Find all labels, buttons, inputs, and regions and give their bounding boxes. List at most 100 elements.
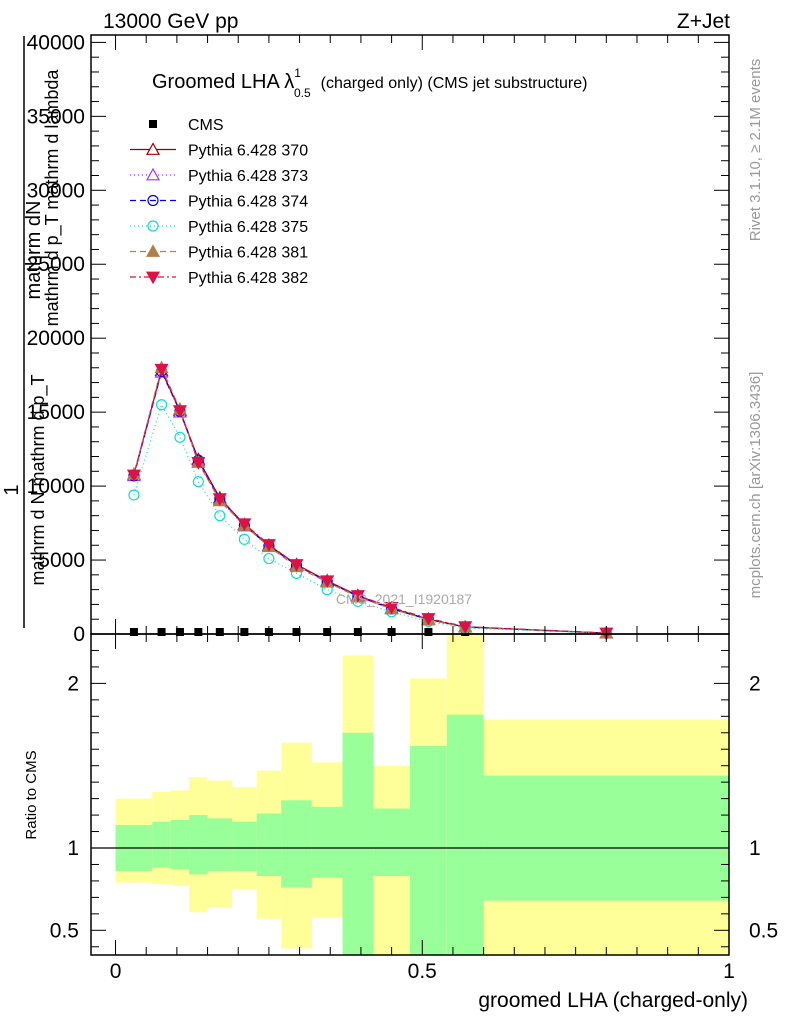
analysis-watermark: CMS_2021_I1920187 [336,591,472,607]
y-label-top-numerator: mathrm dN [23,201,45,300]
series-line [133,367,607,634]
ratio-y-tick-label: 2 [67,672,79,695]
plot-title: Groomed LHA λ1 0.5 (charged only) (CMS jet… [152,66,587,100]
ratio-band-inner [207,818,233,872]
data-point [323,628,332,636]
series-cms [129,628,611,636]
ratio-band-inner [410,745,447,955]
axes: 0 5000 10000 15000 20000 25000 30000 35000 40000… [27,31,779,983]
data-point [261,539,276,552]
data-point [215,628,224,636]
y-tick-label: 10000 [27,475,85,498]
ratio-band-inner [483,775,729,901]
legend-label: Pythia 6.428 370 [188,143,308,160]
ratio-band-inner [446,714,484,955]
data-point [214,510,226,522]
ratio-band-inner [152,821,171,868]
legend-marker [149,120,157,128]
data-point [157,628,166,636]
y-label-top-denominator: mathrm d p_T mathrm d lambda [42,69,63,327]
legend-marker [145,167,161,181]
series-line [133,365,607,634]
series-line [133,403,607,634]
plot-title-sup: 1 [294,66,301,80]
y-tick-label: 0 [73,623,85,646]
svg-text:mathrm d N mathrm d p_T: mathrm d N mathrm d p_T [28,374,49,585]
legend-marker [147,220,159,232]
legend-marker [145,244,161,257]
ratio-band-inner [311,806,343,878]
data-point [155,399,168,411]
data-point [191,457,206,470]
y-tick-label: 35000 [27,105,85,128]
ratio-band-inner [281,800,312,888]
svg-text:mcplots.cern.ch [arXiv:1306.34: mcplots.cern.ch [arXiv:1306.3436] [747,372,764,599]
mcplots-label: mcplots.cern.ch [arXiv:1306.3436] [747,372,764,599]
data-point [212,493,227,506]
ratio-y-tick-label-right: 2 [749,672,761,695]
legend-entry: CMS [149,117,224,134]
ratio-band-inner [232,821,257,872]
rivet-label: Rivet 3.1.10, ≥ 2.1M events [747,59,764,242]
header-left: 13000 GeV pp [103,10,238,33]
x-tick-label: 0 [110,960,122,983]
legend-label: Pythia 6.428 373 [188,168,308,185]
plot-title-main: Groomed LHA λ [152,71,294,93]
data-point [458,621,473,634]
data-point [384,601,399,615]
data-point [421,613,436,626]
legend-entry: Pythia 6.428 375 [130,219,308,236]
header-right: Z+Jet [677,10,730,33]
legend-label: Pythia 6.428 381 [188,245,308,262]
x-axis-label: groomed LHA (charged-only) [478,989,748,1012]
legend-label: Pythia 6.428 374 [188,194,308,211]
data-point [154,363,169,377]
data-point [353,628,362,636]
ratio-band-inner [373,808,410,876]
svg-text:1: 1 [1,484,23,495]
data-point [129,628,138,636]
svg-text:Ratio to CMS: Ratio to CMS [23,750,40,839]
y-tick-label: 30000 [27,179,85,202]
series-pythia-6-428-382 [126,363,614,641]
data-point [350,590,365,603]
legend-marker [145,271,161,285]
legend-entry: Pythia 6.428 382 [130,270,308,287]
ratio-bands [91,634,729,955]
svg-text:mathrm d p_T mathrm d lambda: mathrm d p_T mathrm d lambda [42,69,63,327]
data-point [289,559,304,572]
plot-title-sub: 0.5 [294,86,311,100]
ratio-y-label: Ratio to CMS [23,750,40,839]
ratio-y-tick-label-right: 0.5 [749,919,778,942]
legend-marker [147,194,159,207]
data-point [174,431,186,443]
ratio-band-inner [170,820,190,870]
y-label-one: 1 [1,484,23,495]
ratio-y-tick-label-right: 1 [749,837,761,860]
data-point [172,405,187,418]
legend: CMS Pythia 6.428 370 Pythia 6.428 373 Pythi… [130,117,308,287]
legend-entry: Pythia 6.428 373 [130,167,308,185]
y-tick-label: 40000 [27,31,85,54]
y-tick-label: 20000 [27,327,85,350]
ratio-y-tick-label: 1 [67,837,79,860]
data-point [194,628,203,636]
legend-entry: Pythia 6.428 381 [130,244,308,262]
data-point [128,489,140,501]
svg-text:Rivet 3.1.10, ≥ 2.1M events: Rivet 3.1.10, ≥ 2.1M events [747,59,764,242]
y-tick-label: 5000 [38,549,85,572]
data-point [292,628,301,636]
data-point [175,628,184,636]
main-plot-frame [90,34,730,635]
svg-text:mathrm dN: mathrm dN [23,201,45,300]
y-label-bottom: mathrm d N mathrm d p_T [28,374,49,585]
legend-label: CMS [188,117,224,134]
data-point [126,469,141,483]
ratio-band-inner [189,815,208,875]
legend-marker [145,142,161,155]
data-point [192,476,204,488]
ratio-plot-frame [90,633,730,956]
data-point [424,628,433,636]
plot-curves [126,360,614,641]
